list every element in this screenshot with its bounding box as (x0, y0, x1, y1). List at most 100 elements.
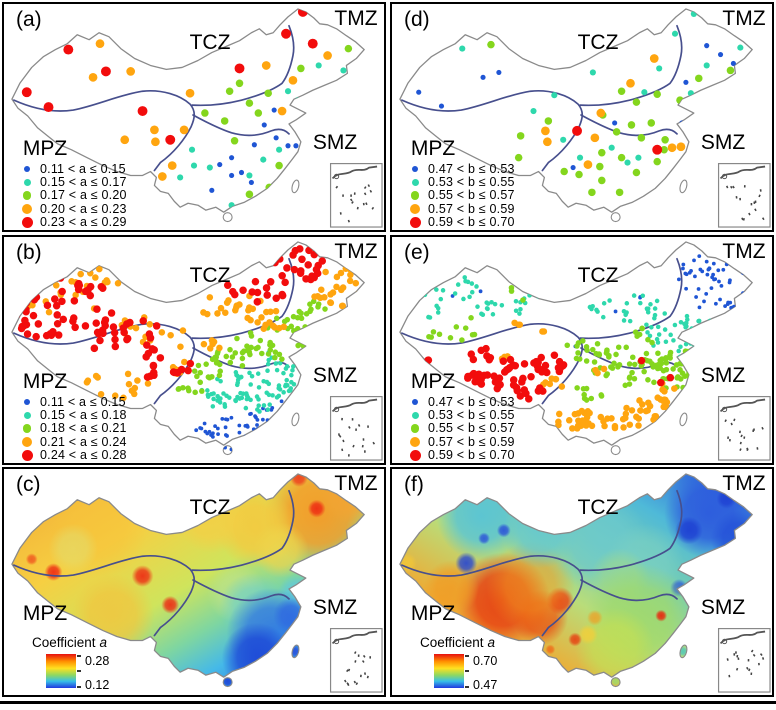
inset-island-speck (364, 450, 366, 453)
inset-island-speck (344, 679, 347, 683)
legend-label: 0.57 < b ≤ 0.59 (428, 201, 515, 216)
legend-item: 0.11 < a ≤ 0.15 (14, 395, 127, 409)
inset-island-speck (732, 185, 735, 189)
inset-island-speck (366, 675, 369, 679)
legend-dot-icon (410, 191, 420, 200)
legend-dot-box (402, 411, 428, 419)
inset-island-speck (756, 447, 759, 450)
map-canvas-b (11, 241, 383, 461)
inset-island-speck (372, 441, 376, 445)
zone-boundary-line (13, 555, 196, 637)
zone-label-smz: SMZ (700, 596, 746, 619)
legend-label: 0.20 < a ≤ 0.23 (40, 201, 127, 216)
taiwan-island-outline (679, 644, 688, 659)
taiwan-island-outline (291, 644, 300, 659)
inset-island-speck (752, 653, 756, 657)
panel-e: (e) TCZ TMZ SMZ MPZ 0.47 < b ≤ 0.53 0.53 < b ≤… (390, 235, 774, 465)
legend-dot-box (402, 165, 428, 172)
zone-label-tmz: TMZ (722, 240, 766, 263)
zone-label-tmz: TMZ (334, 240, 378, 263)
legend-dot-box (14, 398, 40, 405)
legend-dot-icon (410, 436, 420, 447)
inset-island-speck (761, 426, 764, 430)
china-outline (399, 241, 753, 446)
legend-dot-icon (412, 398, 418, 405)
inset-island-speck (341, 417, 343, 421)
legend-dot-box (14, 436, 40, 447)
zone-label-mpz: MPZ (410, 370, 456, 393)
panel-letter-e: (e) (404, 241, 430, 264)
legend-label: 0.47 < b ≤ 0.53 (428, 161, 515, 176)
inset-island-speck (349, 198, 353, 202)
zone-boundary-line (191, 489, 295, 572)
inset-island-speck (730, 185, 733, 189)
inset-island-speck (739, 430, 741, 434)
legend-dot-icon (410, 203, 420, 214)
zone-label-tcz: TCZ (189, 264, 231, 287)
legend-title: Coefficient a (420, 635, 495, 650)
zone-label-tmz: TMZ (722, 7, 766, 30)
legend-dot-icon (22, 203, 32, 214)
panel-letter-d: (d) (404, 8, 430, 31)
panel-a: (a) TCZ TMZ SMZ MPZ 0.11 < a ≤ 0.15 0.15 < a ≤… (2, 2, 386, 232)
hainan-island-outline (222, 677, 233, 688)
legend-dot-icon (22, 424, 32, 433)
inset-island-speck (752, 429, 755, 432)
legend-label: 0.15 < a ≤ 0.17 (40, 175, 127, 190)
zone-boundary-line (191, 257, 295, 340)
inset-island-speck (726, 658, 729, 661)
china-outline (399, 473, 753, 678)
legend-item: 0.21 < a ≤ 0.24 (14, 435, 127, 449)
inset-island-speck (762, 657, 765, 660)
legend-dot-icon (411, 178, 419, 186)
legend-dot-box (14, 191, 40, 200)
taiwan-island-outline (291, 179, 300, 194)
zone-label-mpz: MPZ (22, 370, 68, 393)
legend-dot-icon (24, 398, 30, 405)
inset-island-speck (357, 654, 360, 657)
zone-label-tmz: TMZ (334, 472, 378, 495)
legend-item: 0.17 < a ≤ 0.20 (14, 188, 127, 202)
inset-island-speck (753, 201, 756, 205)
zone-label-mpz: MPZ (410, 137, 456, 160)
zone-boundary-line (579, 24, 683, 107)
south-china-sea-inset (717, 162, 771, 228)
legend-item: 0.53 < b ≤ 0.55 (402, 408, 515, 422)
legend-item: 0.55 < b ≤ 0.57 (402, 421, 515, 435)
china-outline (11, 241, 365, 446)
inset-island-speck (746, 447, 749, 451)
legend-dot-box (14, 424, 40, 433)
legend-item: 0.15 < a ≤ 0.18 (14, 408, 127, 422)
ramp-min-label: 0.12 (85, 678, 110, 692)
south-china-sea-inset (717, 627, 771, 693)
inset-island-speck (362, 202, 365, 206)
zone-boundary-line (192, 579, 290, 602)
inset-island-speck (735, 196, 738, 199)
ramp-tick-mid (465, 670, 469, 672)
inset-island-speck (737, 657, 740, 660)
taiwan-island-outline (679, 179, 688, 194)
ramp-tick-bottom (77, 686, 81, 688)
zone-label-tcz: TCZ (189, 31, 231, 54)
legend-item: 0.24 < a ≤ 0.28 (14, 448, 127, 462)
map-legend: 0.11 < a ≤ 0.15 0.15 < a ≤ 0.17 0.17 < a ≤… (14, 162, 127, 229)
legend-dot-icon (411, 411, 419, 419)
zone-label-smz: SMZ (312, 596, 358, 619)
inset-island-speck (352, 444, 355, 448)
map-legend: 0.47 < b ≤ 0.53 0.53 < b ≤ 0.55 0.55 < b ≤… (402, 162, 515, 229)
map-canvas-f (399, 473, 771, 693)
legend-label: 0.47 < b ≤ 0.53 (428, 394, 515, 409)
inset-island-speck (356, 206, 359, 210)
china-outline (399, 8, 753, 213)
inset-island-speck (739, 441, 742, 445)
legend-label: 0.23 < a ≤ 0.29 (40, 215, 127, 230)
zone-label-tcz: TCZ (577, 31, 619, 54)
inset-island-speck (364, 672, 367, 675)
inset-island-speck (729, 438, 731, 442)
south-china-sea-inset (329, 395, 383, 461)
taiwan-island-outline (679, 412, 688, 427)
legend-label: 0.57 < b ≤ 0.59 (428, 434, 515, 449)
legend-item: 0.47 < b ≤ 0.53 (402, 161, 515, 176)
zone-label-tmz: TMZ (722, 472, 766, 495)
